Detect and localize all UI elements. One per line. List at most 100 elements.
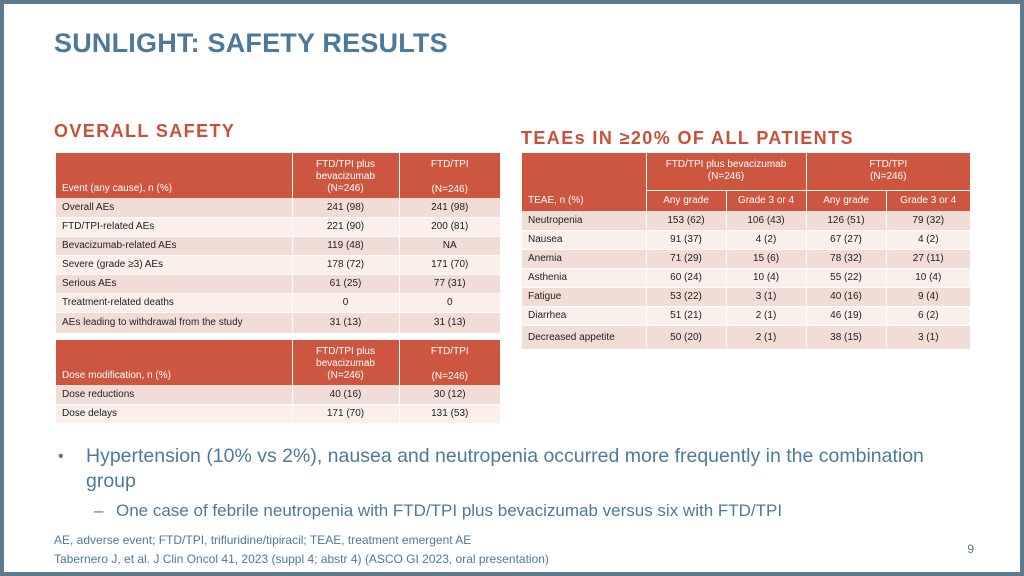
cell-value: 60 (24) — [645, 268, 726, 288]
dose-header-event: Dose modification, n (%) — [56, 340, 292, 385]
cell-value: 53 (22) — [645, 287, 726, 307]
teae-header-event: TEAE, n (%) — [522, 153, 646, 211]
row-label: Decreased appetite — [522, 325, 646, 350]
table-row: Asthenia 60 (24) 10 (4) 55 (22) 10 (4) — [522, 268, 970, 288]
overall-header-event-label: Event (any cause), n (%) — [62, 183, 173, 194]
row-label: FTD/TPI-related AEs — [56, 217, 292, 237]
table-row: Serious AEs 61 (25) 77 (31) — [56, 274, 500, 294]
dose-header-arm2-name: FTD/TPI — [430, 346, 469, 357]
teae-subheader-grade34: Grade 3 or 4 — [885, 189, 970, 211]
row-label: Overall AEs — [56, 198, 292, 218]
cell-value: 27 (11) — [885, 249, 970, 269]
dose-modification-table: Dose modification, n (%) FTD/TPI plus be… — [56, 340, 500, 424]
row-label: Treatment-related deaths — [56, 293, 292, 313]
row-label: Fatigue — [522, 287, 646, 307]
cell-value: 200 (81) — [398, 217, 500, 237]
cell-value: 3 (1) — [885, 325, 970, 350]
cell-value: 241 (98) — [398, 198, 500, 218]
cell-value: 171 (70) — [291, 404, 399, 424]
row-label: Severe (grade ≥3) AEs — [56, 255, 292, 275]
row-label: Asthenia — [522, 268, 646, 288]
overall-header-arm1: FTD/TPI plus bevacizumab (N=246) — [291, 153, 399, 198]
overall-header-arm1-n: (N=246) — [327, 183, 364, 194]
sub-bullet-text: One case of febrile neutropenia with FTD… — [116, 501, 783, 520]
cell-value: 241 (98) — [291, 198, 399, 218]
cell-value: 9 (4) — [885, 287, 970, 307]
table-row: FTD/TPI-related AEs 221 (90) 200 (81) — [56, 217, 500, 237]
overall-header-arm2: FTD/TPI (N=246) — [398, 153, 500, 198]
cell-value: NA — [398, 236, 500, 256]
table-row: Diarrhea 51 (21) 2 (1) 46 (19) 6 (2) — [522, 306, 970, 326]
cell-value: 4 (2) — [885, 230, 970, 250]
cell-value: 38 (15) — [805, 325, 886, 350]
teae-header-arm2: FTD/TPI (N=246) — [805, 153, 970, 190]
bullet-dot-icon: • — [58, 448, 64, 465]
cell-value: 40 (16) — [291, 385, 399, 405]
cell-value: 40 (16) — [805, 287, 886, 307]
row-label: Diarrhea — [522, 306, 646, 326]
table-row: Treatment-related deaths 0 0 — [56, 293, 500, 313]
cell-value: 46 (19) — [805, 306, 886, 326]
dose-header-event-label: Dose modification, n (%) — [62, 370, 171, 381]
table-row: Nausea 91 (37) 4 (2) 67 (27) 4 (2) — [522, 230, 970, 250]
slide: SUNLIGHT: SAFETY RESULTS OVERALL SAFETY … — [4, 4, 1020, 572]
table-row: Neutropenia 153 (62) 106 (43) 126 (51) 7… — [522, 211, 970, 231]
row-label: Serious AEs — [56, 274, 292, 294]
dose-header-arm1-name: FTD/TPI plus bevacizumab — [316, 346, 375, 369]
page-title: SUNLIGHT: SAFETY RESULTS — [54, 28, 448, 58]
overall-header-event: Event (any cause), n (%) — [56, 153, 292, 198]
teae-table: TEAE, n (%) FTD/TPI plus bevacizumab (N=… — [522, 153, 970, 350]
row-label: Dose delays — [56, 404, 292, 424]
teae-heading: TEAEs IN ≥20% OF ALL PATIENTS — [521, 128, 854, 148]
teae-header-event-label: TEAE, n (%) — [528, 195, 584, 206]
cell-value: 31 (13) — [398, 312, 500, 334]
cell-value: 79 (32) — [885, 211, 970, 231]
bullet-text: Hypertension (10% vs 2%), nausea and neu… — [86, 445, 924, 492]
cell-value: 153 (62) — [645, 211, 726, 231]
row-label: Anemia — [522, 249, 646, 269]
teae-header-arm1: FTD/TPI plus bevacizumab (N=246) — [645, 153, 806, 190]
dose-header-arm1: FTD/TPI plus bevacizumab (N=246) — [291, 340, 399, 385]
cell-value: 171 (70) — [398, 255, 500, 275]
cell-value: 10 (4) — [885, 268, 970, 288]
bullet-list: • Hypertension (10% vs 2%), nausea and n… — [58, 444, 938, 524]
bullet-item: • Hypertension (10% vs 2%), nausea and n… — [58, 444, 938, 494]
overall-header-arm2-name: FTD/TPI — [430, 159, 469, 170]
row-label: Neutropenia — [522, 211, 646, 231]
teae-header-arm2-name: FTD/TPI — [869, 159, 908, 171]
cell-value: 15 (6) — [725, 249, 806, 269]
reference-footnote: Tabernero J, et al. J Clin Oncol 41, 202… — [54, 552, 549, 566]
table-row: Fatigue 53 (22) 3 (1) 40 (16) 9 (4) — [522, 287, 970, 307]
cell-value: 221 (90) — [291, 217, 399, 237]
row-label: Bevacizumab-related AEs — [56, 236, 292, 256]
cell-value: 77 (31) — [398, 274, 500, 294]
table-row: Anemia 71 (29) 15 (6) 78 (32) 27 (11) — [522, 249, 970, 269]
overall-safety-heading: OVERALL SAFETY — [54, 121, 236, 141]
cell-value: 78 (32) — [805, 249, 886, 269]
teae-header-arm2-n: (N=246) — [870, 171, 907, 183]
cell-value: 119 (48) — [291, 236, 399, 256]
table-row: Severe (grade ≥3) AEs 178 (72) 171 (70) — [56, 255, 500, 275]
page-number: 9 — [967, 542, 974, 556]
row-label: Dose reductions — [56, 385, 292, 405]
table-row: AEs leading to withdrawal from the study… — [56, 312, 500, 334]
table-row: Dose reductions 40 (16) 30 (12) — [56, 385, 500, 405]
cell-value: 55 (22) — [805, 268, 886, 288]
cell-value: 178 (72) — [291, 255, 399, 275]
cell-value: 0 — [291, 293, 399, 313]
teae-subheader-any-grade: Any grade — [805, 189, 886, 211]
cell-value: 4 (2) — [725, 230, 806, 250]
cell-value: 10 (4) — [725, 268, 806, 288]
dose-header-arm1-n: (N=246) — [327, 370, 364, 381]
dash-icon: – — [94, 501, 104, 520]
cell-value: 30 (12) — [398, 385, 500, 405]
row-label: AEs leading to withdrawal from the study — [56, 312, 292, 334]
abbreviations-footnote: AE, adverse event; FTD/TPI, trifluridine… — [54, 533, 472, 547]
cell-value: 50 (20) — [645, 325, 726, 350]
cell-value: 3 (1) — [725, 287, 806, 307]
cell-value: 2 (1) — [725, 325, 806, 350]
cell-value: 31 (13) — [291, 312, 399, 334]
teae-header-arm1-name: FTD/TPI plus bevacizumab — [665, 159, 787, 171]
overall-header-arm1-name: FTD/TPI plus bevacizumab — [316, 159, 375, 182]
cell-value: 51 (21) — [645, 306, 726, 326]
